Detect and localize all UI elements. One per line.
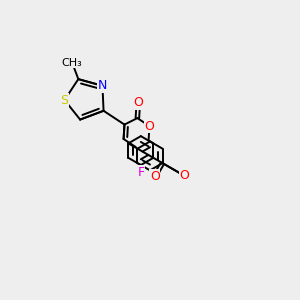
- Text: O: O: [134, 96, 143, 109]
- Text: O: O: [179, 169, 189, 182]
- Text: N: N: [98, 79, 107, 92]
- Text: S: S: [61, 94, 68, 106]
- Text: O: O: [150, 170, 160, 183]
- Text: O: O: [145, 120, 154, 133]
- Text: CH₃: CH₃: [62, 58, 82, 68]
- Text: F: F: [137, 166, 144, 179]
